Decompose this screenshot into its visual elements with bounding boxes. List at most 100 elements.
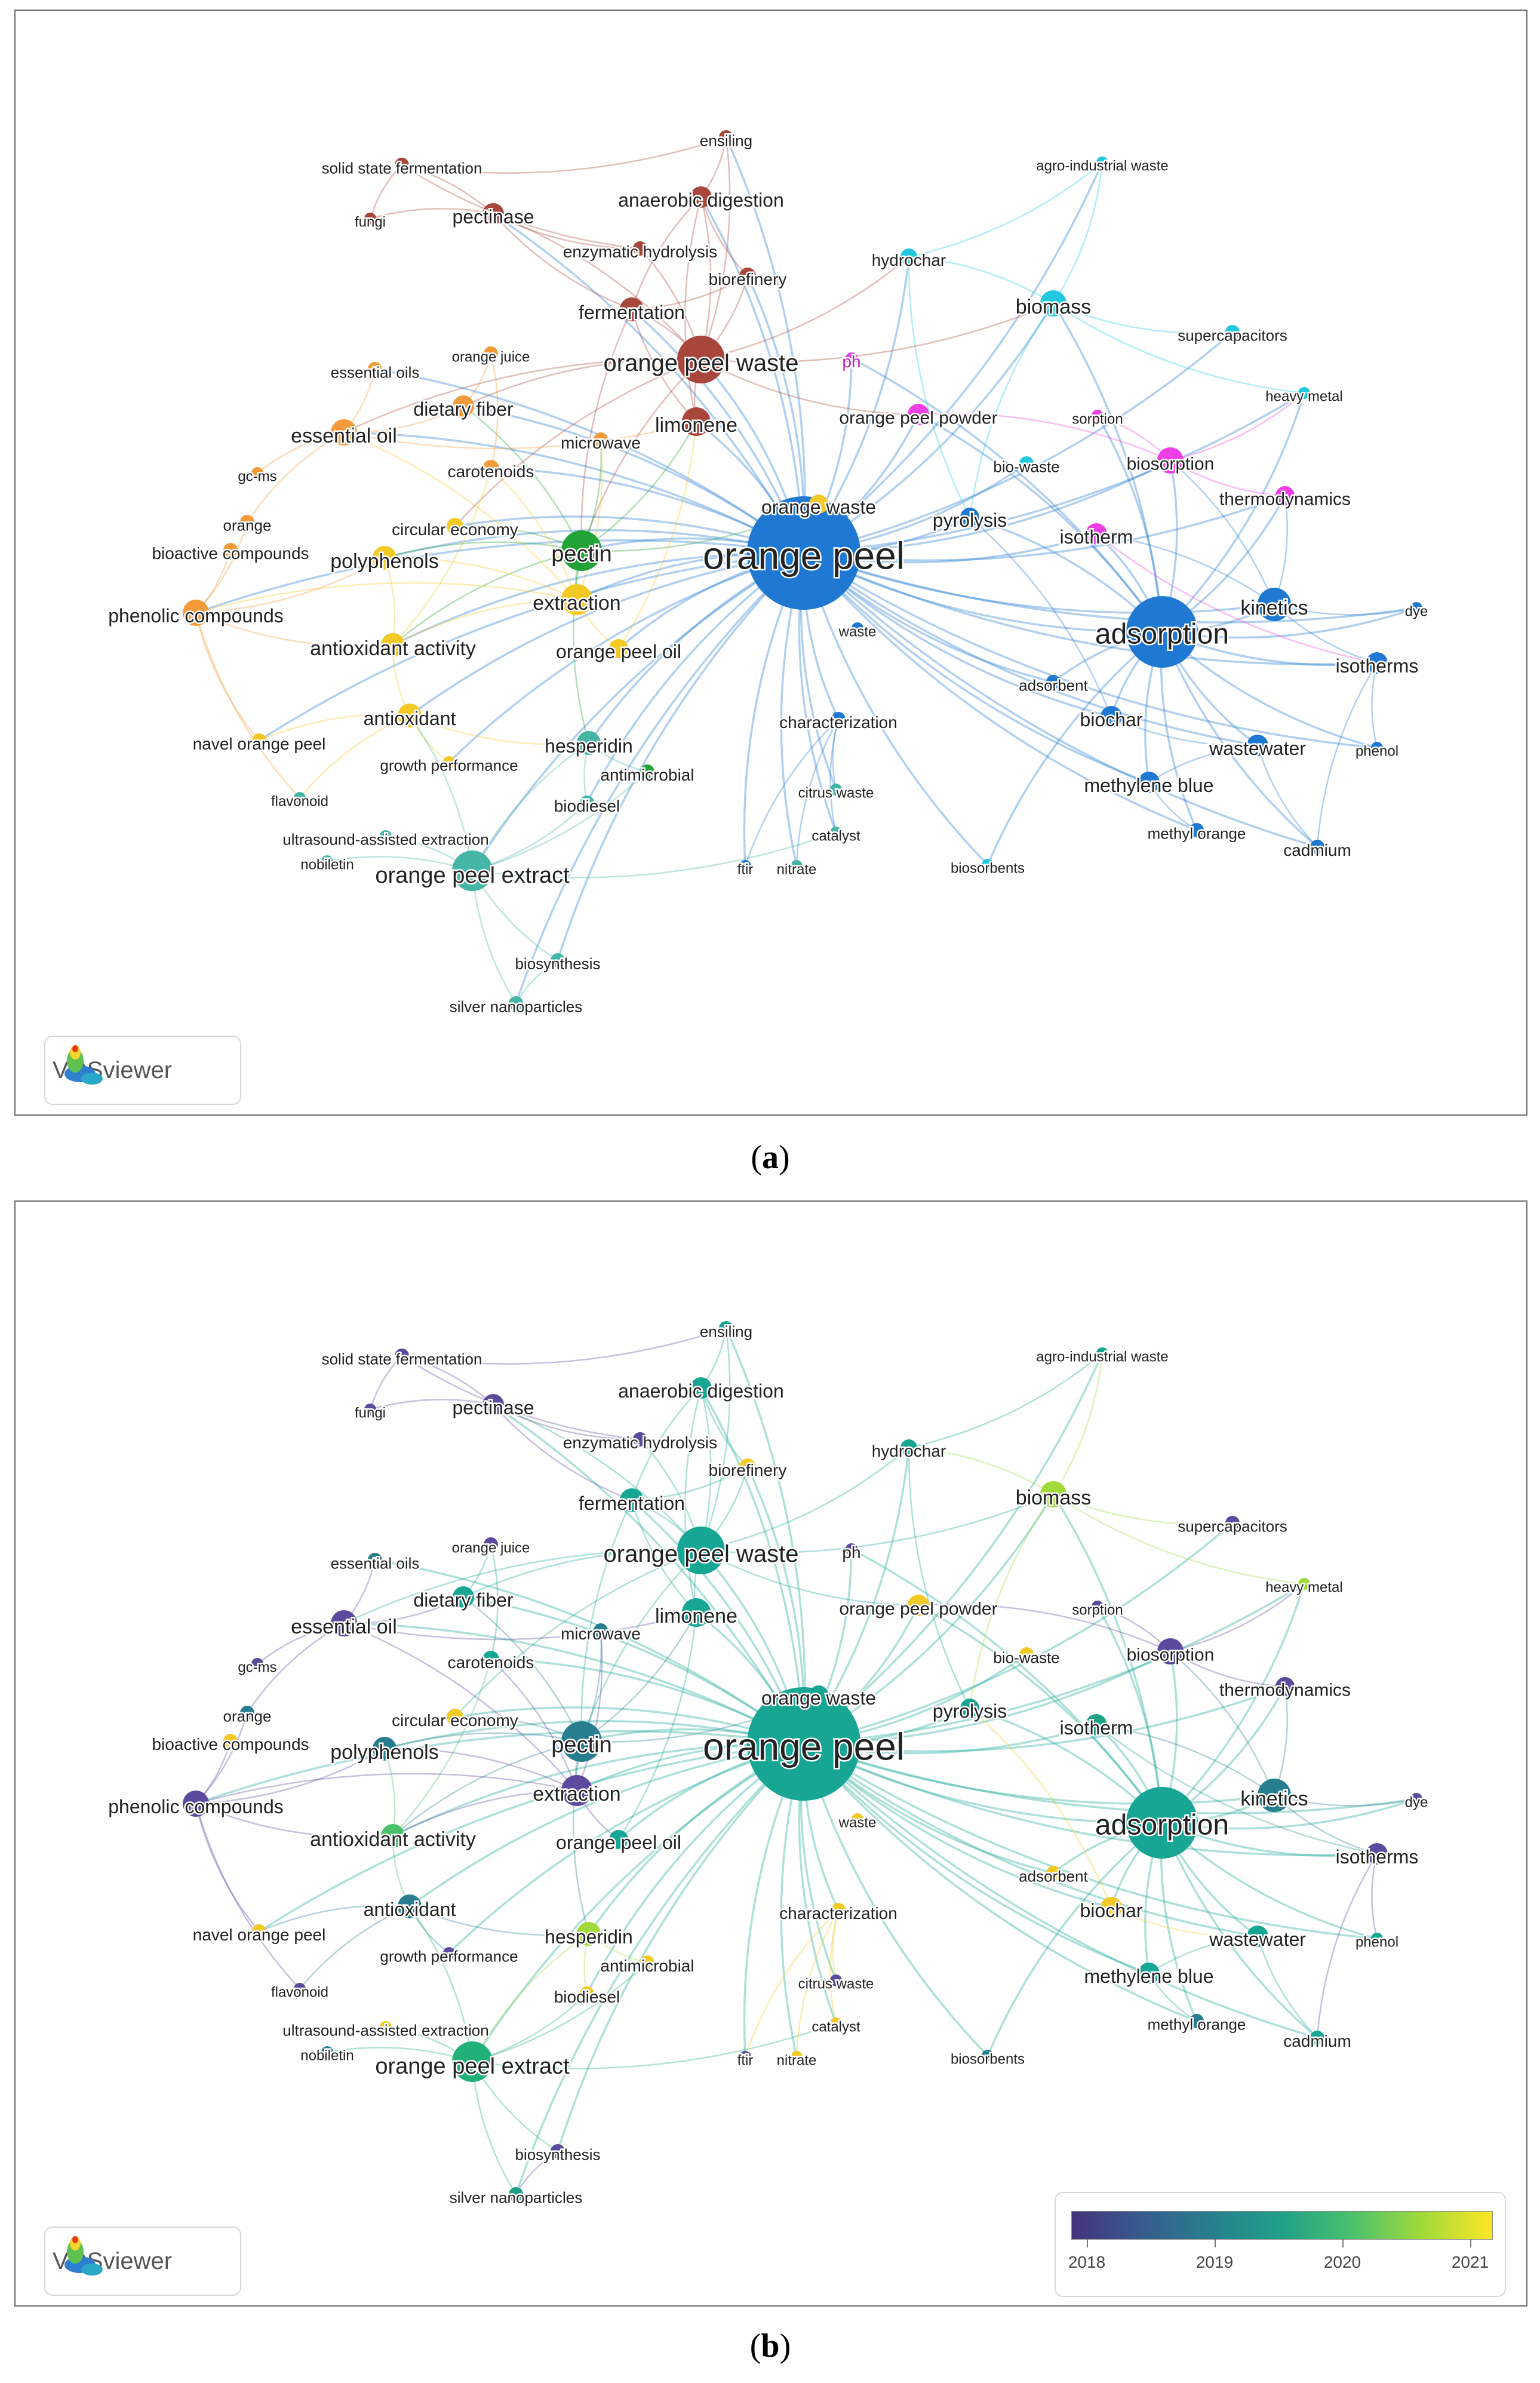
node-orange-waste[interactable] bbox=[809, 1685, 828, 1705]
node-isotherm[interactable] bbox=[1086, 1714, 1107, 1736]
node-essential-oil[interactable] bbox=[331, 419, 357, 446]
node-orange-peel[interactable] bbox=[747, 1687, 860, 1801]
node-biosynthesis[interactable] bbox=[551, 2144, 565, 2158]
node-circular-economy[interactable] bbox=[447, 1709, 463, 1725]
node-supercapacitors[interactable] bbox=[1225, 325, 1240, 339]
node-hesperidin[interactable] bbox=[577, 1922, 601, 1946]
node-polyphenols[interactable] bbox=[373, 546, 396, 570]
node-dye[interactable] bbox=[1410, 1793, 1422, 1805]
node-biosorbents[interactable] bbox=[982, 2050, 994, 2062]
node-orange-waste[interactable] bbox=[809, 495, 828, 514]
node-biosynthesis[interactable] bbox=[551, 953, 565, 968]
node-antimicrobial[interactable] bbox=[640, 1955, 654, 1970]
node-essential-oils[interactable] bbox=[368, 362, 382, 376]
node-extraction[interactable] bbox=[561, 584, 592, 615]
node-antioxidant-activity[interactable] bbox=[381, 633, 405, 657]
node-solid-state-fermentation[interactable] bbox=[395, 1349, 409, 1363]
node-solid-state-fermentation[interactable] bbox=[395, 158, 409, 172]
node-waste[interactable] bbox=[852, 622, 863, 634]
node-biosorption[interactable] bbox=[1157, 1638, 1184, 1665]
node-dietary-fiber[interactable] bbox=[453, 1586, 474, 1608]
node-orange[interactable] bbox=[240, 1706, 254, 1720]
node-silver-nanoparticles[interactable] bbox=[509, 2187, 523, 2201]
node-microwave[interactable] bbox=[594, 432, 608, 447]
node-citrus-waste[interactable] bbox=[830, 784, 842, 796]
node-antioxidant[interactable] bbox=[398, 704, 422, 727]
node-adsorbent[interactable] bbox=[1046, 675, 1061, 689]
node-carotenoids[interactable] bbox=[482, 1651, 499, 1668]
node-antioxidant-activity[interactable] bbox=[381, 1824, 405, 1848]
node-biomass[interactable] bbox=[1040, 290, 1066, 317]
node-limonene[interactable] bbox=[682, 1598, 711, 1627]
node-phenol[interactable] bbox=[1371, 742, 1383, 754]
node-nitrate[interactable] bbox=[791, 860, 803, 872]
node-anaerobic-digestion[interactable] bbox=[690, 186, 712, 208]
node-nitrate[interactable] bbox=[791, 2051, 803, 2063]
node-waste[interactable] bbox=[852, 1813, 863, 1825]
node-orange-juice[interactable] bbox=[484, 346, 498, 361]
node-gc-ms[interactable] bbox=[251, 467, 263, 479]
node-ph[interactable] bbox=[846, 352, 857, 364]
node-ftir[interactable] bbox=[739, 2051, 751, 2063]
node-pyrolysis[interactable] bbox=[960, 508, 979, 527]
node-catalyst[interactable] bbox=[830, 827, 842, 839]
node-methyl-orange[interactable] bbox=[1189, 823, 1204, 837]
node-characterization[interactable] bbox=[831, 1903, 846, 1917]
node-nobiletin[interactable] bbox=[321, 2046, 333, 2058]
node-circular-economy[interactable] bbox=[447, 518, 463, 535]
node-biochar[interactable] bbox=[1101, 706, 1122, 727]
node-dietary-fiber[interactable] bbox=[453, 395, 474, 417]
node-enzymatic-hydrolysis[interactable] bbox=[633, 1432, 647, 1447]
node-ensiling[interactable] bbox=[719, 130, 733, 145]
node-fungi[interactable] bbox=[364, 1404, 376, 1415]
node-cadmium[interactable] bbox=[1310, 2031, 1324, 2045]
node-bioactive-compounds[interactable] bbox=[223, 543, 238, 557]
node-heavy-metal[interactable] bbox=[1298, 387, 1310, 399]
node-hydrochar[interactable] bbox=[900, 248, 917, 265]
node-phenol[interactable] bbox=[1371, 1933, 1383, 1945]
node-hesperidin[interactable] bbox=[577, 731, 601, 755]
node-biorefinery[interactable] bbox=[739, 268, 756, 284]
node-fermentation[interactable] bbox=[620, 297, 644, 321]
node-citrus-waste[interactable] bbox=[830, 1974, 842, 1986]
node-isotherm[interactable] bbox=[1086, 523, 1107, 545]
node-orange-peel-extract[interactable] bbox=[452, 2041, 493, 2082]
node-catalyst[interactable] bbox=[830, 2017, 842, 2029]
node-biosorbents[interactable] bbox=[982, 859, 994, 871]
node-anaerobic-digestion[interactable] bbox=[690, 1377, 712, 1399]
node-navel-orange-peel[interactable] bbox=[252, 1924, 266, 1939]
node-thermodynamics[interactable] bbox=[1275, 486, 1295, 505]
node-bio-waste[interactable] bbox=[1019, 1647, 1034, 1662]
node-essential-oil[interactable] bbox=[331, 1610, 357, 1636]
node-orange-peel-powder[interactable] bbox=[908, 404, 929, 425]
node-fungi[interactable] bbox=[364, 213, 376, 225]
node-silver-nanoparticles[interactable] bbox=[509, 996, 523, 1011]
node-flavonoid[interactable] bbox=[294, 792, 306, 804]
node-ensiling[interactable] bbox=[719, 1321, 733, 1335]
node-methylene-blue[interactable] bbox=[1138, 772, 1160, 793]
node-microwave[interactable] bbox=[594, 1623, 608, 1638]
node-pectinase[interactable] bbox=[482, 203, 504, 225]
node-pectin[interactable] bbox=[561, 1721, 602, 1762]
node-biodiesel[interactable] bbox=[580, 1986, 594, 2001]
node-adsorption[interactable] bbox=[1126, 1787, 1198, 1859]
node-pectin[interactable] bbox=[561, 530, 602, 571]
node-sorption[interactable] bbox=[1092, 1601, 1103, 1613]
node-ultrasound-assisted-extraction[interactable] bbox=[380, 2021, 392, 2033]
node-orange-peel-waste[interactable] bbox=[677, 1527, 725, 1574]
node-biomass[interactable] bbox=[1040, 1481, 1066, 1507]
node-isotherms[interactable] bbox=[1366, 1843, 1388, 1865]
node-pectinase[interactable] bbox=[482, 1394, 504, 1415]
node-ftir[interactable] bbox=[739, 860, 751, 872]
node-dye[interactable] bbox=[1410, 602, 1422, 614]
node-methylene-blue[interactable] bbox=[1138, 1963, 1160, 1984]
node-methyl-orange[interactable] bbox=[1189, 2014, 1204, 2028]
node-adsorption[interactable] bbox=[1126, 596, 1198, 668]
node-enzymatic-hydrolysis[interactable] bbox=[633, 241, 647, 256]
node-bio-waste[interactable] bbox=[1019, 456, 1034, 471]
node-growth-performance[interactable] bbox=[443, 756, 455, 768]
node-wastewater[interactable] bbox=[1247, 735, 1268, 756]
node-agro-industrial-waste[interactable] bbox=[1096, 156, 1108, 168]
node-kinetics[interactable] bbox=[1258, 1779, 1291, 1812]
node-fermentation[interactable] bbox=[620, 1488, 644, 1512]
